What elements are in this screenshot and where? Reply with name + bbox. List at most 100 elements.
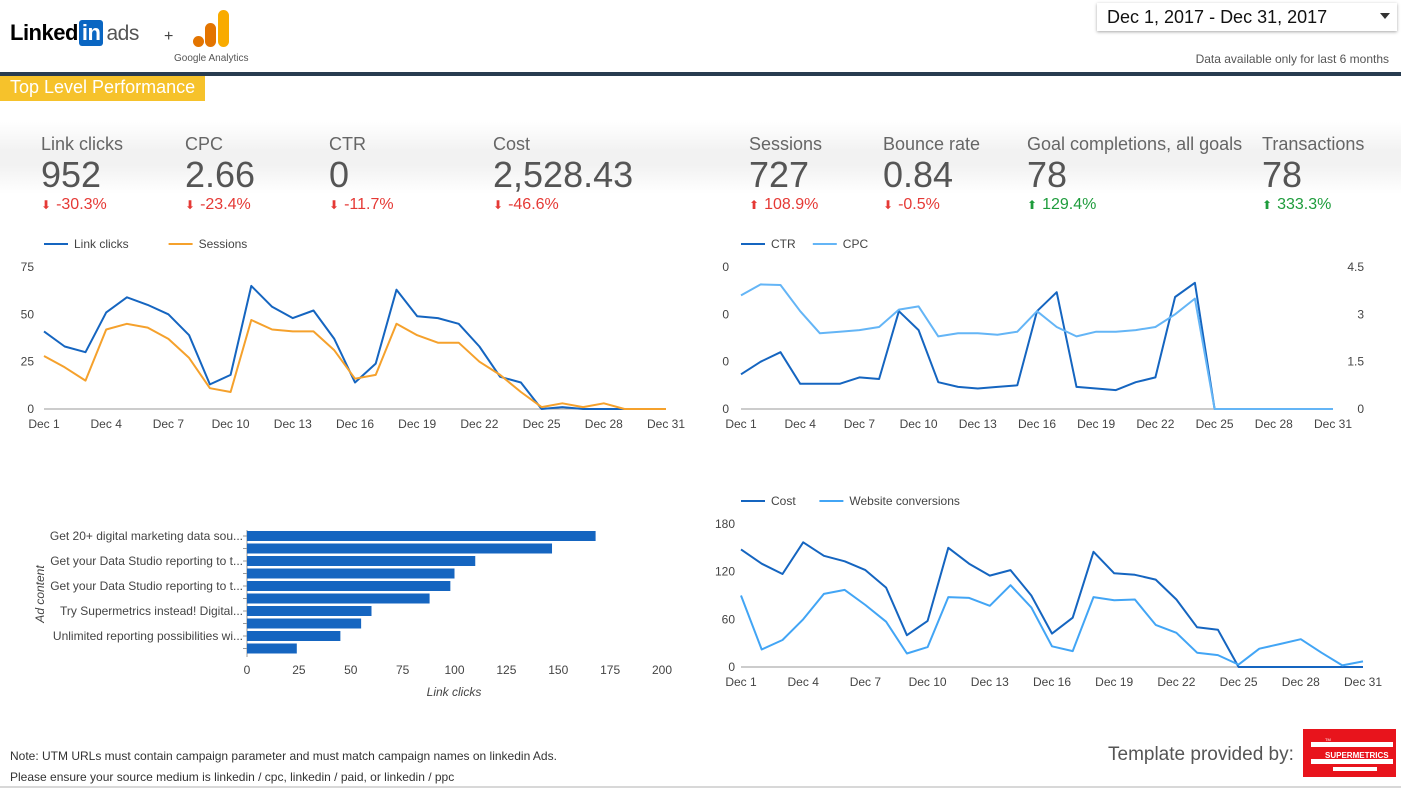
y-tick-label: 0 [722,402,729,416]
x-tick-label: Dec 7 [844,417,876,431]
supermetrics-logo[interactable]: SUPERMETRICS TM [1303,729,1396,777]
kpi-card: Goal completions, all goals 78 ⬆ 129.4% [1027,134,1242,214]
google-analytics-icon [193,10,229,47]
category-label: Get 20+ digital marketing data sou... [50,529,243,543]
series-line-sessions [43,319,666,410]
y-tick-label: 180 [715,517,735,531]
bar [247,568,455,579]
bar [247,643,297,654]
x-tick-label: Dec 25 [1220,675,1258,689]
x-tick-label: Dec 28 [585,417,623,431]
x-tick-label: 175 [600,663,620,677]
x-tick-label: 100 [444,663,464,677]
x-tick-label: Dec 19 [1095,675,1133,689]
bar [247,581,451,591]
kpi-label: Bounce rate [883,134,981,154]
kpi-delta-value: 129.4% [1042,196,1097,213]
x-tick-label: Dec 19 [1077,417,1115,431]
x-tick-label: Dec 4 [785,417,817,431]
x-tick-label: Dec 10 [212,417,250,431]
data-availability-note: Data available only for last 6 months [1195,52,1389,66]
kpi-value: 0 [329,154,350,195]
template-credit: Template provided by: [1108,744,1294,765]
y-tick-label: 0 [722,260,729,274]
y-right-tick-label: 4.5 [1347,260,1364,274]
kpi-label: CPC [185,134,224,154]
x-tick-label: Dec 25 [523,417,561,431]
linkedin-ads-logo: Linked in ads [10,20,139,46]
x-tick-label: 25 [292,663,306,677]
kpi-value: 78 [1027,154,1068,195]
bar [247,631,341,641]
kpi-delta: ⬆ 333.3% [1262,196,1364,214]
x-tick-label: 125 [496,663,516,677]
x-axis-title: Link clicks [427,685,482,699]
bar [247,531,596,541]
kpi-card: CPC 2.66 ⬇ -23.4% [185,134,255,214]
chart-ad-content-bar: Get 20+ digital marketing data sou... Get… [33,529,672,699]
category-label: Get your Data Studio reporting to t... [50,579,243,593]
linkedin-in-badge: in [78,20,104,46]
legend-label: CTR [771,237,796,251]
kpi-delta-value: -30.3% [56,196,107,213]
bar [247,593,430,604]
logo-plus: + [164,28,174,45]
arrow-down-icon: ⬇ [185,198,196,212]
kpi-label: Sessions [749,134,823,154]
x-tick-label: Dec 22 [460,417,498,431]
section-title: Top Level Performance [0,76,206,101]
date-range-picker[interactable]: Dec 1, 2017 - Dec 31, 2017 [1097,3,1397,31]
kpi-card: Sessions 727 ⬆ 108.9% [749,134,822,214]
kpi-delta: ⬇ -11.7% [329,196,394,214]
x-tick-label: 200 [652,663,672,677]
x-tick-label: Dec 31 [1314,417,1352,431]
y-tick-label: 60 [722,612,736,626]
legend-label: Website conversions [849,494,960,508]
x-tick-label: Dec 31 [1344,675,1382,689]
arrow-up-icon: ⬆ [1262,198,1273,212]
y-right-tick-label: 3 [1357,307,1364,321]
kpi-value: 727 [749,154,810,195]
y-tick-label: 120 [715,565,735,579]
kpi-delta-value: 333.3% [1277,196,1332,213]
bottom-divider [0,786,1401,788]
kpi-label: CTR [329,134,366,154]
kpi-value: 2.66 [185,154,256,195]
category-label: Unlimited reporting possibilities wi... [53,629,243,643]
x-tick-label: Dec 1 [725,675,757,689]
kpi-label: Link clicks [41,134,124,154]
arrow-up-icon: ⬆ [1027,198,1038,212]
y-tick-label: 75 [21,260,35,274]
x-tick-label: Dec 7 [850,675,882,689]
x-tick-label: 75 [396,663,410,677]
bar [247,606,372,616]
arrow-down-icon: ⬇ [883,198,894,212]
series-line-ctr [740,281,1333,410]
supermetrics-logo-text: SUPERMETRICS [1325,751,1389,760]
x-tick-label: Dec 25 [1196,417,1234,431]
y-right-tick-label: 0 [1357,402,1364,416]
series-line-cpc [740,283,1333,410]
x-tick-label: Dec 13 [274,417,312,431]
x-tick-label: Dec 1 [28,417,60,431]
legend-label: Sessions [199,237,248,251]
legend-label: Cost [771,494,796,508]
kpi-delta-value: -23.4% [200,196,251,213]
kpi-delta-value: -0.5% [898,196,940,213]
kpi-label: Cost [493,134,531,154]
kpi-card: Link clicks 952 ⬇ -30.3% [41,134,123,214]
kpi-delta: ⬇ -23.4% [185,196,255,214]
kpi-label: Transactions [1262,134,1365,154]
arrow-up-icon: ⬆ [749,198,760,212]
kpi-value: 2,528.43 [493,154,634,195]
x-tick-label: 0 [244,663,251,677]
x-tick-label: Dec 16 [1018,417,1056,431]
x-tick-label: Dec 19 [398,417,436,431]
category-label: Try Supermetrics instead! Digital... [60,604,243,618]
chevron-down-icon[interactable] [1380,13,1390,19]
x-tick-label: 150 [548,663,568,677]
x-tick-label: Dec 22 [1157,675,1195,689]
y-tick-label: 0 [728,660,735,674]
